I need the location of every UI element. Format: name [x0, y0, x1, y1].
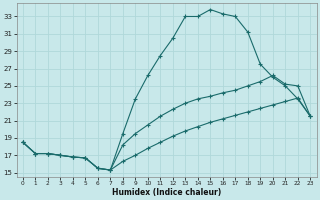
X-axis label: Humidex (Indice chaleur): Humidex (Indice chaleur)	[112, 188, 221, 197]
